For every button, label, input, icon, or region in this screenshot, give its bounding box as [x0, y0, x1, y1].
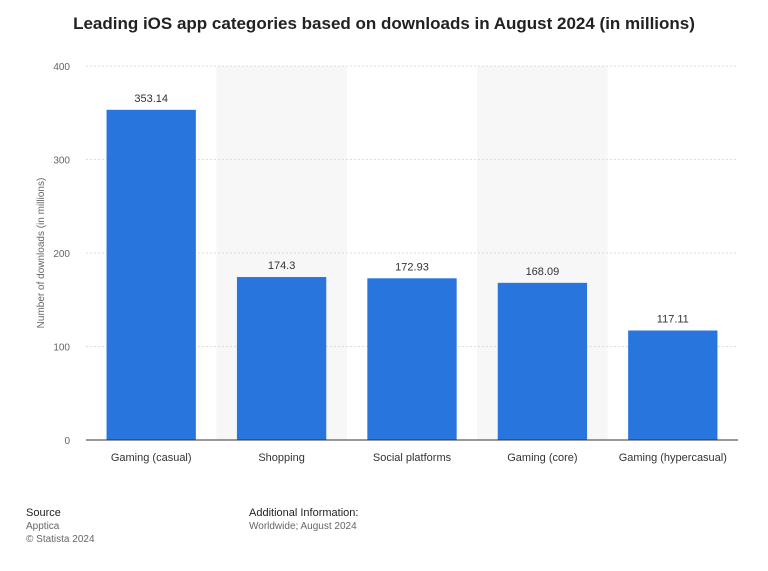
- x-tick-label: Gaming (casual): [111, 452, 192, 464]
- bar[interactable]: [628, 330, 718, 440]
- copyright: © Statista 2024: [26, 534, 95, 545]
- bar-value-label: 174.3: [268, 260, 296, 272]
- additional-info-text: Worldwide; August 2024: [249, 521, 357, 532]
- y-tick-label: 0: [64, 436, 70, 447]
- x-tick-label: Shopping: [258, 452, 305, 464]
- source-name: Apptica: [26, 521, 60, 532]
- y-tick-label: 200: [53, 249, 70, 260]
- y-axis-label: Number of downloads (in millions): [36, 178, 47, 329]
- x-tick-label: Social platforms: [373, 452, 452, 464]
- y-tick-label: 400: [53, 62, 70, 73]
- y-tick-label: 300: [53, 156, 70, 167]
- bar[interactable]: [367, 278, 457, 440]
- y-tick-label: 100: [53, 343, 70, 354]
- bar-value-label: 168.09: [526, 266, 560, 278]
- x-tick-label: Gaming (hypercasual): [619, 452, 727, 464]
- chart-title: Leading iOS app categories based on down…: [73, 14, 695, 33]
- x-tick-label: Gaming (core): [507, 452, 577, 464]
- source-block: Source Apptica © Statista 2024: [26, 507, 95, 546]
- additional-info-heading: Additional Information:: [249, 507, 359, 519]
- additional-info-block: Additional Information: Worldwide; Augus…: [249, 507, 358, 533]
- bar[interactable]: [236, 277, 327, 440]
- bar-value-label: 172.93: [395, 261, 429, 273]
- bar-value-label: 353.14: [134, 93, 168, 105]
- bar[interactable]: [497, 282, 588, 440]
- source-heading: Source: [26, 507, 61, 519]
- bar-value-label: 117.11: [657, 314, 689, 326]
- bar[interactable]: [106, 109, 196, 441]
